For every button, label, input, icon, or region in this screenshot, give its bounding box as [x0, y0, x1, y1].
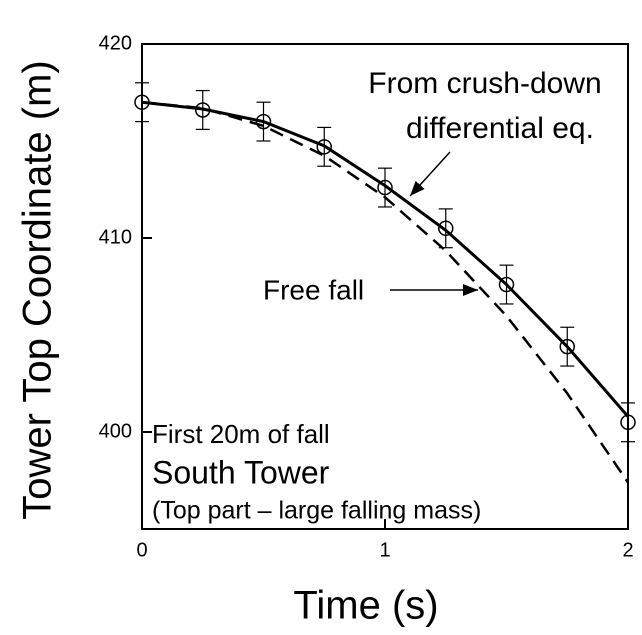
data-point — [255, 113, 272, 130]
data-point — [620, 414, 636, 431]
y-tick-label: 420 — [99, 32, 132, 54]
y-tick-label: 410 — [99, 226, 132, 248]
data-point — [438, 220, 454, 237]
x-tick-label: 1 — [379, 539, 390, 561]
x-axis-title: Time (s) — [293, 584, 438, 628]
annotation: Free fall — [263, 274, 364, 305]
data-point — [377, 179, 393, 196]
x-tick-label: 0 — [136, 539, 147, 561]
annotation: First 20m of fall — [152, 419, 330, 449]
data-point — [134, 94, 150, 110]
annotation: (Top part – large falling mass) — [152, 497, 481, 525]
annotation: From crush-down — [368, 67, 601, 100]
arrow — [409, 151, 451, 197]
data-point — [316, 139, 332, 155]
annotation: differential eq. — [406, 112, 594, 145]
y-tick-label: 400 — [99, 420, 132, 442]
y-axis-title: Tower Top Coordinate (m) — [16, 60, 60, 519]
data-point — [559, 338, 575, 355]
x-tick-label: 2 — [622, 539, 633, 561]
line-series — [141, 100, 630, 418]
data-point — [498, 276, 515, 293]
data-point — [195, 102, 211, 118]
annotation: South Tower — [152, 454, 330, 490]
